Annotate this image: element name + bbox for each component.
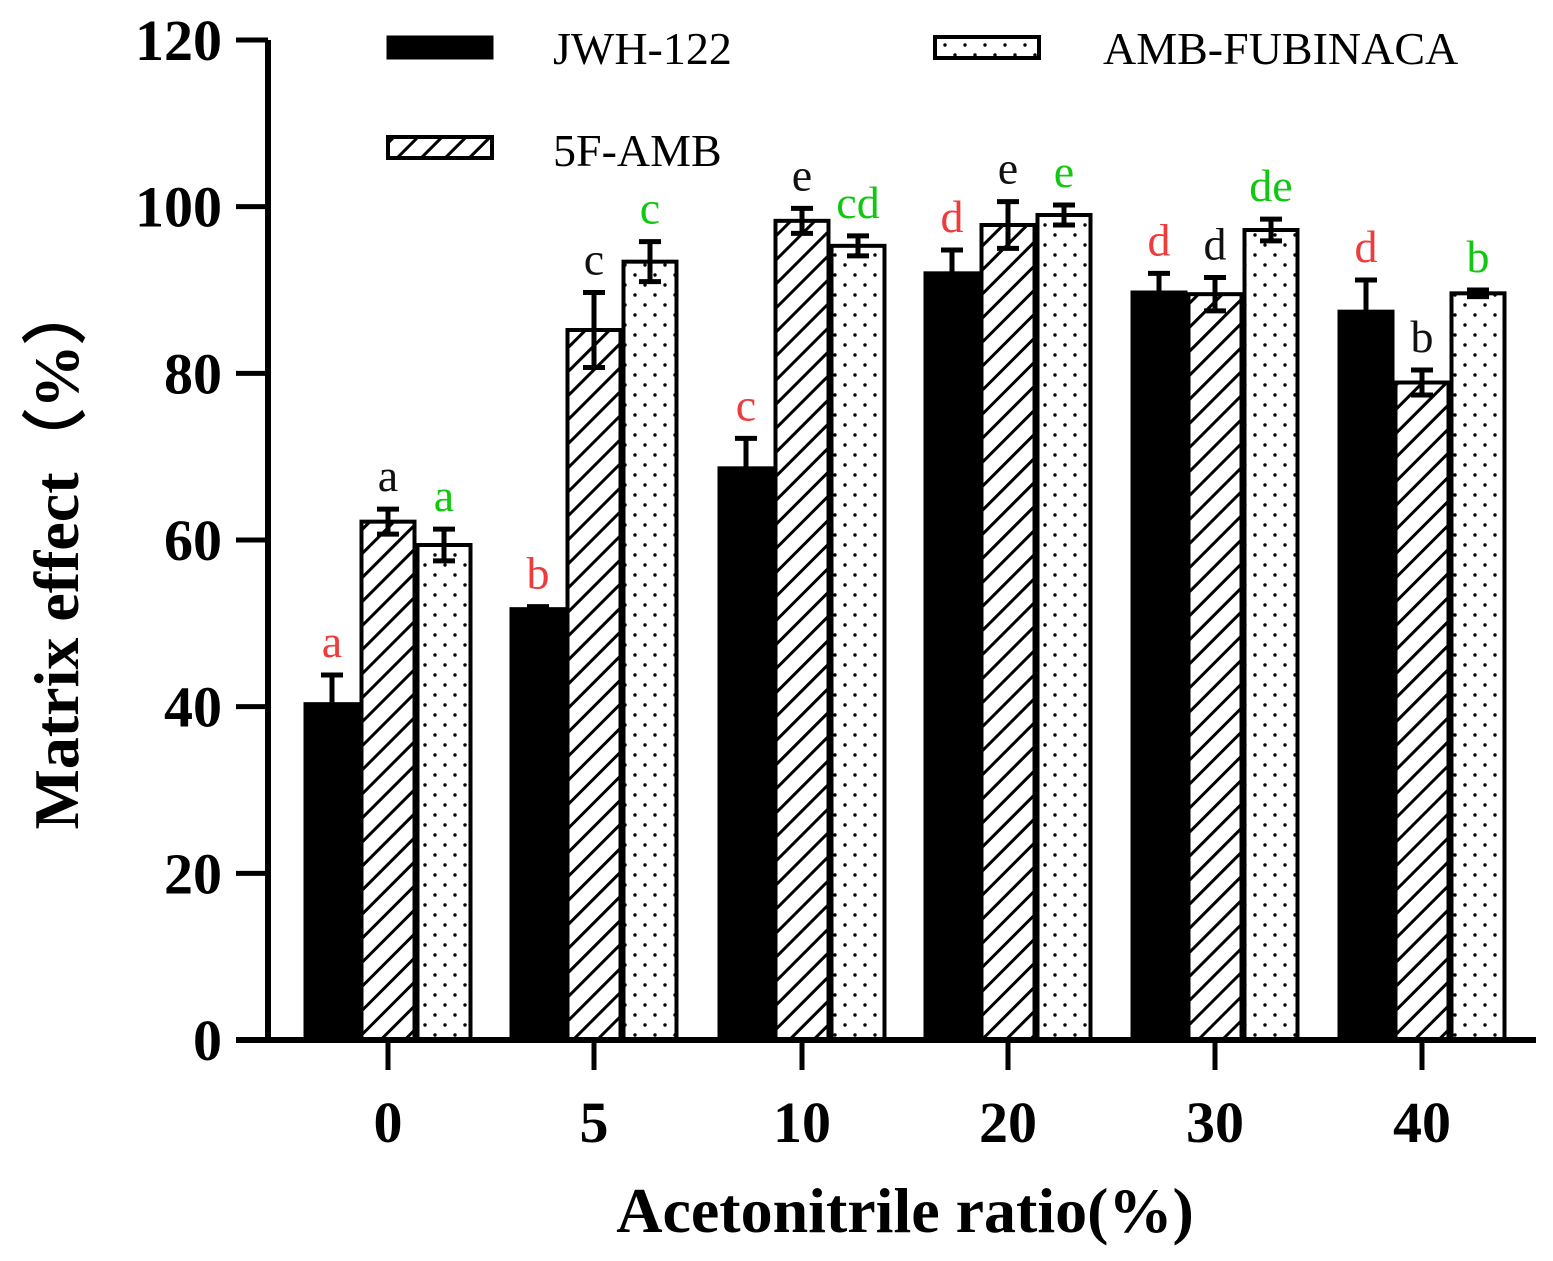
error-bar-amb-fubinaca-5	[639, 239, 661, 285]
sig-label-amb-fubinaca-20: e	[1054, 146, 1074, 197]
bar-jwh-122-0	[303, 702, 361, 1043]
x-axis-title: Acetonitrile ratio(%)	[616, 1175, 1194, 1246]
bar-amb-fubinaca-5	[621, 259, 679, 1042]
sig-label-amb-fubinaca-5: c	[640, 183, 660, 234]
bar-jwh-122-40	[1337, 309, 1395, 1042]
error-bar-jwh-122-20	[941, 247, 963, 300]
error-bar-5f-amb-20	[997, 199, 1019, 251]
x-tick-label: 5	[580, 1090, 609, 1155]
x-ticks: 0 5 10 20 30 40	[374, 1040, 1451, 1155]
sig-label-5f-amb-5: c	[584, 234, 604, 285]
sig-label-jwh-122-0: a	[322, 616, 342, 667]
legend: JWH-122 AMB-FUBINACA 5F-AMB	[386, 23, 1458, 176]
y-ticks: 0 20 40 60 80 100 120	[135, 8, 268, 1073]
y-tick-label: 60	[164, 508, 222, 573]
bar-amb-fubinaca-30	[1242, 228, 1300, 1042]
sig-label-jwh-122-5: b	[527, 548, 550, 599]
sig-label-amb-fubinaca-0: a	[434, 470, 454, 521]
bar-amb-fubinaca-10	[829, 243, 887, 1043]
bar-jwh-122-20	[923, 271, 981, 1043]
bar-5f-amb-10	[773, 218, 831, 1043]
error-bar-amb-fubinaca-10	[847, 233, 869, 259]
error-bar-jwh-122-30	[1148, 270, 1170, 315]
bar-amb-fubinaca-20	[1035, 213, 1093, 1042]
bar-jwh-122-10	[717, 466, 775, 1043]
sig-label-jwh-122-30: d	[1148, 214, 1171, 265]
legend-label-amb-fubinaca: AMB-FUBINACA	[1103, 23, 1458, 74]
legend-swatch-jwh-122	[386, 35, 494, 60]
bar-5f-amb-0	[359, 519, 417, 1042]
error-bar-jwh-122-0	[321, 672, 343, 736]
error-bar-amb-fubinaca-30	[1260, 216, 1282, 244]
y-tick-label: 40	[164, 675, 222, 740]
error-bar-amb-fubinaca-0	[433, 526, 455, 564]
y-tick-label: 100	[135, 175, 222, 240]
bar-5f-amb-5	[565, 328, 623, 1042]
legend-swatch-amb-fubinaca	[933, 35, 1041, 60]
sig-label-5f-amb-20: e	[998, 143, 1018, 194]
legend-item-amb-fubinaca: AMB-FUBINACA	[933, 23, 1458, 74]
x-tick-label: 0	[374, 1090, 403, 1155]
sig-label-5f-amb-10: e	[792, 149, 812, 200]
bar-amb-fubinaca-0	[415, 543, 473, 1042]
x-tick-label: 30	[1186, 1090, 1244, 1155]
legend-swatch-5f-amb	[386, 135, 494, 160]
bar-amb-fubinaca-40	[1449, 291, 1507, 1043]
bars	[303, 213, 1507, 1043]
sig-label-jwh-122-20: d	[941, 191, 964, 242]
sig-label-amb-fubinaca-40: b	[1467, 231, 1490, 282]
error-bar-jwh-122-40	[1355, 277, 1377, 346]
bar-5f-amb-20	[979, 223, 1037, 1042]
legend-label-jwh-122: JWH-122	[553, 23, 732, 74]
legend-item-5f-amb: 5F-AMB	[386, 125, 722, 176]
error-bar-jwh-122-5	[527, 604, 549, 615]
error-bar-jwh-122-10	[735, 435, 757, 501]
x-tick-label: 40	[1393, 1090, 1451, 1155]
y-tick-label: 20	[164, 841, 222, 906]
error-bar-5f-amb-0	[377, 506, 399, 537]
sig-label-5f-amb-40: b	[1411, 311, 1434, 362]
bar-jwh-122-30	[1130, 290, 1188, 1042]
legend-item-jwh-122: JWH-122	[386, 23, 732, 74]
error-bar-amb-fubinaca-40	[1467, 287, 1489, 300]
error-bar-amb-fubinaca-20	[1053, 202, 1075, 228]
x-tick-label: 10	[773, 1090, 831, 1155]
bar-jwh-122-5	[509, 607, 567, 1043]
bar-5f-amb-30	[1186, 292, 1244, 1042]
error-bars	[321, 199, 1489, 736]
error-bar-5f-amb-30	[1204, 275, 1226, 314]
sig-label-jwh-122-10: c	[736, 379, 756, 430]
sig-label-5f-amb-0: a	[378, 450, 398, 501]
x-tick-label: 20	[979, 1090, 1037, 1155]
error-bar-5f-amb-10	[791, 205, 813, 236]
sig-label-jwh-122-40: d	[1355, 221, 1378, 272]
error-bar-5f-amb-5	[583, 290, 605, 370]
legend-label-5f-amb: 5F-AMB	[553, 125, 722, 176]
bar-5f-amb-40	[1393, 380, 1451, 1042]
y-tick-label: 80	[164, 341, 222, 406]
y-tick-label: 120	[135, 8, 222, 73]
y-axis-title: Matrix effect（%）	[21, 280, 92, 829]
sig-label-5f-amb-30: d	[1204, 219, 1227, 270]
sig-label-amb-fubinaca-30: de	[1249, 160, 1292, 211]
sig-label-amb-fubinaca-10: cd	[836, 177, 879, 228]
error-bar-5f-amb-40	[1411, 367, 1433, 398]
y-tick-label: 0	[193, 1008, 222, 1073]
